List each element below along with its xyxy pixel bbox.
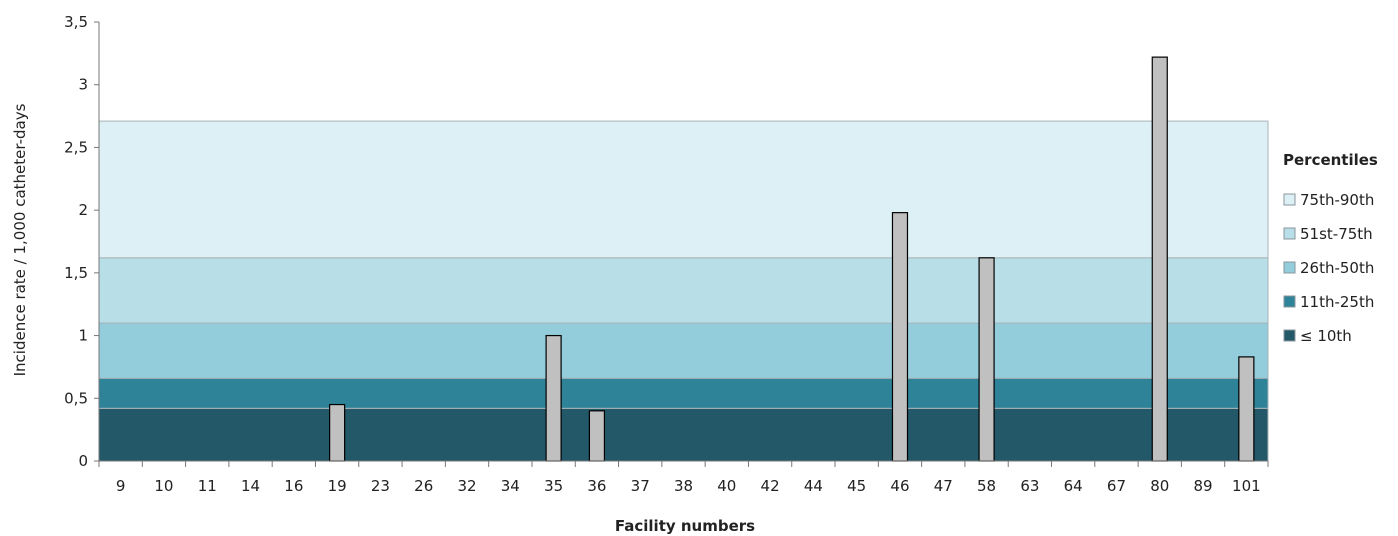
- x-tick-label: 16: [284, 477, 303, 495]
- y-tick-label: 3: [78, 76, 88, 94]
- x-tick-label: 35: [544, 477, 563, 495]
- x-tick-label: 64: [1064, 477, 1083, 495]
- y-tick-label: 1,5: [64, 264, 88, 282]
- legend-entry: 75th-90th: [1300, 191, 1374, 209]
- x-tick-label: 26: [414, 477, 433, 495]
- y-tick-label: 1: [78, 327, 88, 345]
- x-tick-label: 89: [1194, 477, 1213, 495]
- legend-swatch: [1283, 329, 1296, 342]
- x-tick-label: 80: [1150, 477, 1169, 495]
- x-axis-label: Facility numbers: [615, 517, 755, 535]
- x-tick-label: 34: [501, 477, 520, 495]
- x-tick-label: 67: [1107, 477, 1126, 495]
- x-tick-label: 42: [761, 477, 780, 495]
- y-tick-label: 2: [78, 201, 88, 219]
- x-tick-label: 10: [154, 477, 173, 495]
- legend-title: Percentiles: [1283, 151, 1378, 169]
- bar: [545, 334, 562, 462]
- y-tick-label: 3,5: [64, 13, 88, 31]
- legend-entry: 26th-50th: [1300, 259, 1374, 277]
- legend-swatch: [1283, 193, 1296, 206]
- x-tick-label: 14: [241, 477, 260, 495]
- legend: Percentiles 75th-90th 51st-75th 26th-50th 1…: [1283, 151, 1378, 345]
- legend-entry: 11th-25th: [1300, 293, 1374, 311]
- legend-swatch: [1283, 227, 1296, 240]
- axes: [98, 22, 1268, 462]
- y-tick-labels: 0 0,5 1 1,5 2 2,5 3 3,5: [64, 13, 99, 470]
- x-tick-label: 46: [890, 477, 909, 495]
- legend-swatch: [1283, 295, 1296, 308]
- x-tick-label: 11: [198, 477, 217, 495]
- x-tick-label: 45: [847, 477, 866, 495]
- x-tick-label: 40: [717, 477, 736, 495]
- x-tick-label: 37: [631, 477, 650, 495]
- percentile-band: [98, 377, 1269, 409]
- x-tick-label: 101: [1232, 477, 1261, 495]
- bar: [978, 257, 995, 462]
- x-tick-label: 63: [1020, 477, 1039, 495]
- bars: [329, 56, 1255, 462]
- x-tick-label: 23: [371, 477, 390, 495]
- x-tick-labels: 9 10 11 14 16 19 23 26 32 34 35 36 37 38 40 42 44 45 46 47 5…: [98, 461, 1269, 495]
- bar: [891, 212, 909, 462]
- legend-entry: 51st-75th: [1300, 225, 1373, 243]
- percentile-band: [98, 322, 1269, 379]
- x-tick-label: 47: [934, 477, 953, 495]
- legend-entry: ≤ 10th: [1300, 327, 1352, 345]
- y-tick-label: 0: [78, 452, 88, 470]
- bar: [1238, 356, 1255, 462]
- y-axis-label: Incidence rate / 1,000 catheter-days: [11, 103, 29, 376]
- percentile-band: [98, 407, 1269, 462]
- bar: [588, 410, 606, 462]
- x-tick-label: 44: [804, 477, 823, 495]
- x-tick-label: 32: [457, 477, 476, 495]
- percentile-band: [98, 257, 1269, 324]
- legend-swatch: [1283, 261, 1296, 274]
- bar: [329, 403, 346, 462]
- y-tick-label: 2,5: [64, 138, 88, 156]
- percentile-band: [98, 120, 1269, 259]
- x-tick-label: 38: [674, 477, 693, 495]
- x-tick-label: 9: [116, 477, 126, 495]
- x-tick-label: 19: [328, 477, 347, 495]
- percentile-bands: [98, 120, 1269, 462]
- y-tick-label: 0,5: [64, 389, 88, 407]
- bar: [1151, 56, 1168, 462]
- x-tick-label: 36: [587, 477, 606, 495]
- x-tick-label: 58: [977, 477, 996, 495]
